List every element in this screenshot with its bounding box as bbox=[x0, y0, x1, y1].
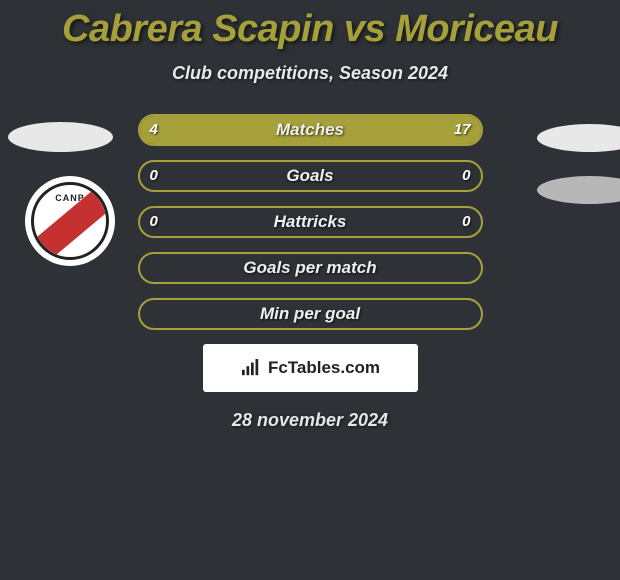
bar-chart-icon bbox=[240, 359, 262, 377]
club-right-badge-placeholder bbox=[537, 176, 620, 204]
club-left-badge: CANP bbox=[25, 176, 115, 266]
stat-label: Goals bbox=[140, 162, 481, 190]
stat-row: 0Goals0 bbox=[138, 160, 483, 192]
stat-label: Matches bbox=[140, 116, 481, 144]
stat-label: Hattricks bbox=[140, 208, 481, 236]
player-left-avatar-placeholder bbox=[8, 122, 113, 152]
site-branding: FcTables.com bbox=[203, 344, 418, 392]
stat-label: Goals per match bbox=[140, 254, 481, 282]
stat-row: Min per goal bbox=[138, 298, 483, 330]
stat-value-right: 17 bbox=[454, 116, 471, 144]
page-title: Cabrera Scapin vs Moriceau bbox=[0, 0, 620, 51]
stat-label: Min per goal bbox=[140, 300, 481, 328]
stat-row: Goals per match bbox=[138, 252, 483, 284]
page-subtitle: Club competitions, Season 2024 bbox=[0, 63, 620, 84]
stat-row: 0Hattricks0 bbox=[138, 206, 483, 238]
site-branding-label: FcTables.com bbox=[268, 358, 380, 378]
player-right-avatar-placeholder bbox=[537, 124, 620, 152]
footer-date: 28 november 2024 bbox=[0, 410, 620, 431]
stat-value-right: 0 bbox=[462, 208, 470, 236]
stat-value-right: 0 bbox=[462, 162, 470, 190]
comparison-bars: 4Matches170Goals00Hattricks0Goals per ma… bbox=[138, 114, 483, 330]
stat-row: 4Matches17 bbox=[138, 114, 483, 146]
